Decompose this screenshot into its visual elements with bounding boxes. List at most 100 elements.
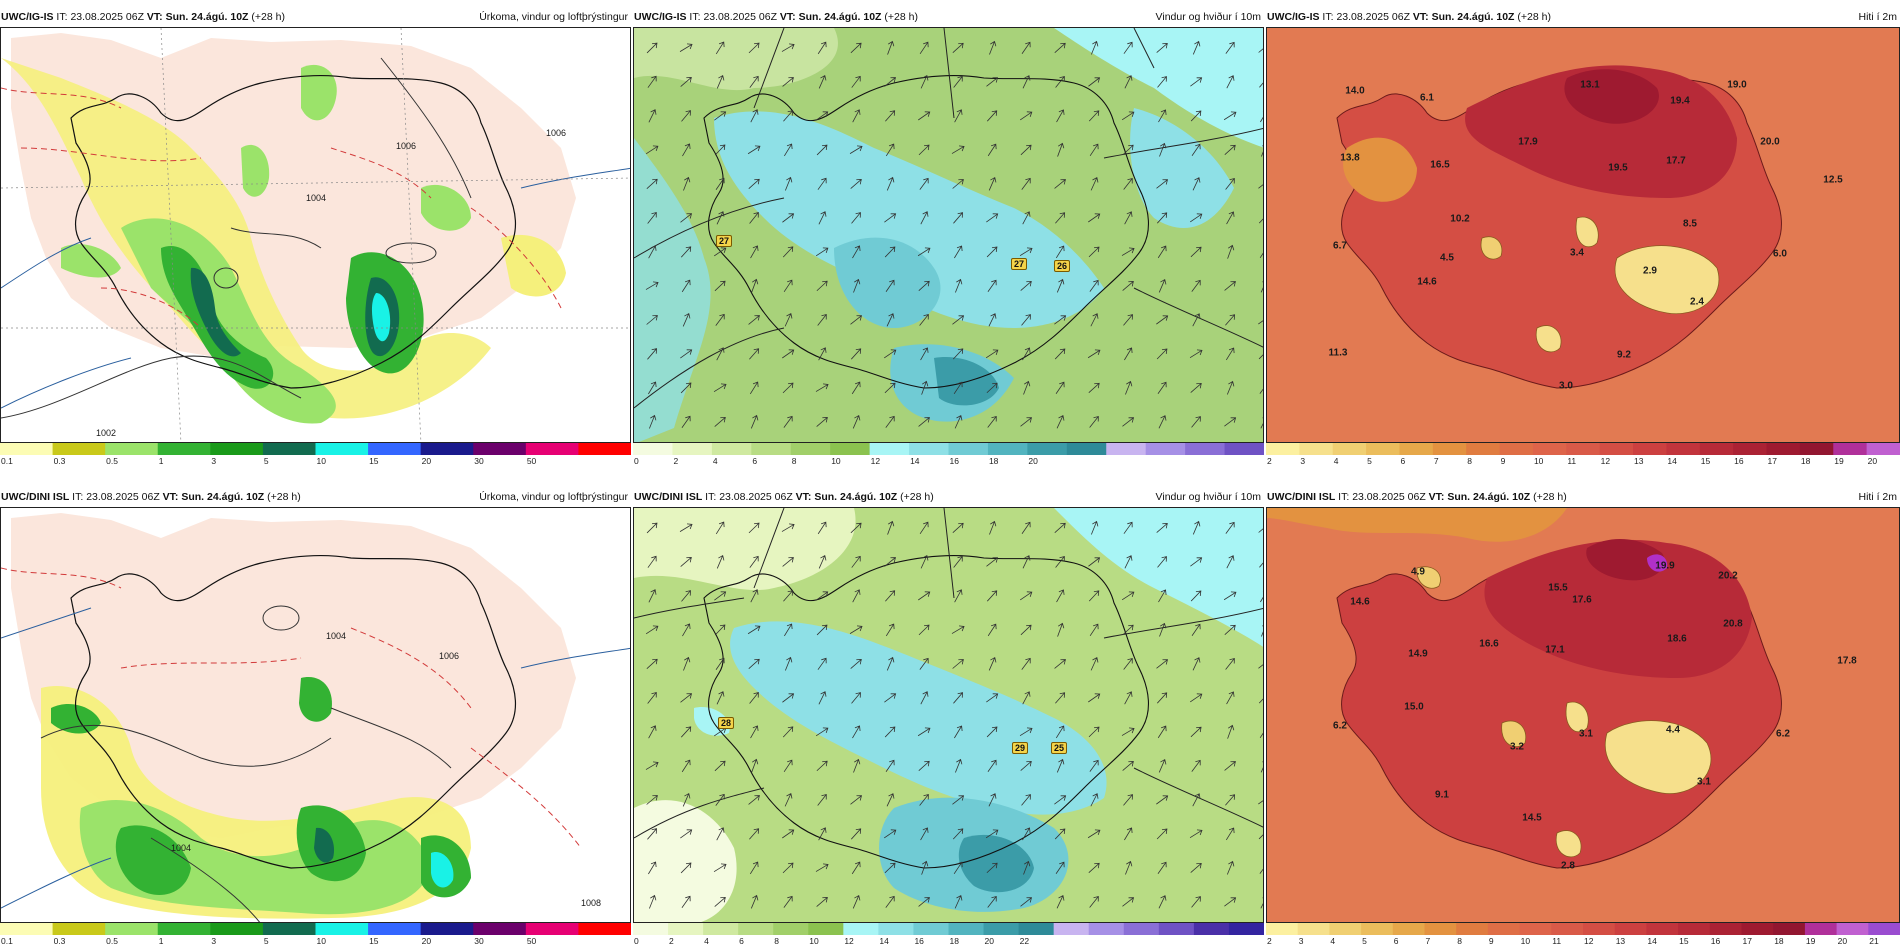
colorbar-tick-label: 10 <box>316 456 326 466</box>
wind-arrow <box>716 554 725 569</box>
colorbar-swatch <box>1145 443 1186 455</box>
wind-arrow <box>1088 590 1100 602</box>
panel-header: UWC/IG-IS IT: 23.08.2025 06Z VT: Sun. 24… <box>633 8 1264 25</box>
colorbar-precip <box>0 923 631 935</box>
colorbar-swatch <box>1741 923 1774 935</box>
wind-arrow <box>715 657 725 670</box>
wind-arrow <box>782 693 795 703</box>
it-label: IT: <box>1322 11 1334 23</box>
wind-arrow <box>850 658 862 669</box>
temp-value-label: 12.5 <box>1823 174 1843 186</box>
colorbar-tick-label: 5 <box>1367 456 1372 466</box>
colorbar-swatch <box>1193 923 1230 935</box>
colorbar-swatch <box>1066 443 1107 455</box>
wind-arrow <box>851 75 861 88</box>
wind-arrow <box>1056 758 1065 773</box>
wind-arrow <box>1226 211 1235 225</box>
wind-arrow <box>682 312 691 327</box>
wind-arrow <box>714 624 726 636</box>
wind-arrow <box>1054 659 1066 669</box>
wind-arrow <box>1158 415 1167 429</box>
temp-value-label: 18.6 <box>1667 633 1687 645</box>
wind-arrow <box>1258 523 1263 533</box>
colorbar-swatch <box>983 923 1020 935</box>
wind-arrow <box>781 43 795 52</box>
colorbar-tick-label: 4 <box>712 456 718 466</box>
temp-value-label: 2.4 <box>1690 296 1704 308</box>
colorbar-tick-label: 6 <box>1393 936 1399 946</box>
lead-time: (+28 h) <box>884 11 918 23</box>
wind-arrow <box>1258 659 1263 669</box>
temp-value-label: 20.8 <box>1723 618 1743 630</box>
wind-arrow <box>716 211 725 225</box>
isobar-label: 1006 <box>395 141 417 151</box>
wind-arrow <box>1259 76 1263 88</box>
wind-arrow <box>1258 43 1263 53</box>
colorbar-tick-label: 0.3 <box>53 456 66 466</box>
wind-arrow <box>952 828 964 840</box>
wind-arrow <box>682 143 691 157</box>
wind-arrow <box>1158 589 1167 603</box>
wind-arrow <box>818 554 827 569</box>
colorbar-swatch <box>711 443 752 455</box>
colorbar-tick-label: 4 <box>1333 456 1339 466</box>
temp-value-label: 4.4 <box>1666 724 1680 736</box>
wind-arrow <box>716 74 725 89</box>
wind-arrow <box>1122 761 1134 771</box>
wind-arrow <box>649 414 657 429</box>
colorbar-tick-label: 18 <box>1774 936 1784 946</box>
colorbar-tick-label: 20 <box>421 456 432 466</box>
colorbar-swatch <box>1123 923 1160 935</box>
wind-arrow <box>817 657 827 670</box>
temp-value-label: 11.3 <box>1328 347 1348 359</box>
wind-arrow <box>1190 726 1202 738</box>
wind-arrow <box>851 555 861 568</box>
temp-value-label: 3.2 <box>1510 741 1524 753</box>
colorbar-swatch <box>210 923 264 935</box>
colorbar-swatch <box>1733 443 1768 455</box>
wind-arrow <box>953 861 963 875</box>
wind-arrow <box>750 589 759 603</box>
wind-arrow <box>1192 177 1201 191</box>
temp-value-label: 6.7 <box>1333 240 1347 252</box>
wind-arrow <box>1091 520 1099 535</box>
wind-arrow <box>816 760 828 772</box>
colorbar-tick-label: 3 <box>1300 456 1306 466</box>
colorbar-swatch <box>1583 923 1616 935</box>
colorbar-tick-label: 8 <box>774 936 779 946</box>
isobar-label: 1004 <box>325 631 347 641</box>
vt-value: Sun. 24.ágú. 10Z <box>1447 491 1531 503</box>
colorbar-tick-label: 19 <box>1805 936 1816 946</box>
vt-value: Sun. 24.ágú. 10Z <box>798 11 882 23</box>
wind-arrow <box>784 143 793 157</box>
wind-arrow <box>1157 725 1167 739</box>
wind-arrow <box>1260 279 1263 293</box>
wind-arrow <box>850 522 862 534</box>
colorbar-tick-label: 10 <box>809 936 819 946</box>
temp-value-label: 16.5 <box>1430 159 1450 171</box>
wind-arrow <box>713 863 727 873</box>
wind-arrow <box>646 42 658 54</box>
wind-arrow <box>954 589 963 603</box>
wind-arrow <box>815 863 829 872</box>
colorbar-swatch <box>368 443 422 455</box>
wind-arrow <box>714 111 727 121</box>
colorbar-tick-label: 4 <box>704 936 709 946</box>
colorbar-tick-label: 2 <box>1267 456 1272 466</box>
isobar-label: 1004 <box>305 193 327 203</box>
wind-arrow <box>1226 860 1235 875</box>
wind-arrow <box>883 829 897 839</box>
wind-arrow <box>951 625 965 634</box>
wind-arrow <box>1023 860 1031 875</box>
wind-arrow <box>782 557 794 567</box>
colorbar-tick-label: 16 <box>949 456 959 466</box>
wind-arrow <box>782 246 794 258</box>
wind-arrow <box>648 245 657 259</box>
wind-arrow <box>986 213 999 223</box>
wind-arrow <box>784 313 793 327</box>
wind-arrow <box>918 144 930 156</box>
wind-arrow <box>849 145 863 154</box>
vt-label: VT: <box>795 491 812 503</box>
wind-arrow <box>1021 177 1031 190</box>
vt-value: Sun. 24.ágú. 10Z <box>1431 11 1515 23</box>
